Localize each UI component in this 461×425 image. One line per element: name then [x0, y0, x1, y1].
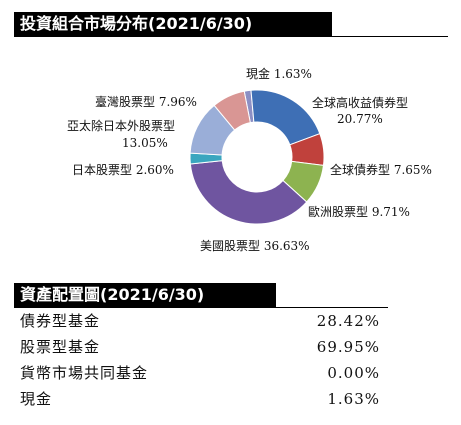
allocation-row-cash: 現金 1.63% — [20, 387, 380, 411]
market-distribution-header: 投資組合市場分布(2021/6/30) — [14, 12, 332, 36]
donut-label-0: 現金 1.63% — [246, 66, 312, 81]
donut-slices — [189, 89, 325, 225]
allocation-label: 股票型基金 — [20, 338, 101, 356]
allocation-value: 1.63% — [327, 390, 380, 408]
market-distribution-donut-chart: 現金 1.63%全球高收益債券型 20.77% 全球債券型 7.65% 歐洲股票型 9… — [67, 66, 432, 253]
market-distribution-rule — [14, 36, 448, 37]
donut-label-6-line-1: 13.05% — [122, 136, 168, 150]
donut-label-1-line-0: 全球高收益債券型 — [312, 95, 408, 110]
allocation-row-bond-fund: 債券型基金 28.42% — [20, 309, 380, 333]
market-distribution-title: 投資組合市場分布(2021/6/30) — [20, 14, 253, 33]
allocation-label: 債券型基金 — [20, 312, 101, 330]
donut-label-2: 全球債券型 7.65% — [330, 162, 432, 177]
donut-label-3: 歐洲股票型 9.71% — [308, 204, 410, 219]
allocation-value: 0.00% — [327, 364, 380, 382]
donut-slice-1 — [250, 89, 321, 146]
allocation-row-equity-fund: 股票型基金 69.95% — [20, 335, 380, 359]
donut-slice-7 — [213, 90, 251, 131]
donut-label-6-line-0: 亞太除日本外股票型 — [67, 118, 175, 133]
donut-slice-4 — [189, 160, 308, 225]
allocation-value: 28.42% — [316, 312, 380, 330]
donut-label-7: 臺灣股票型 7.96% — [95, 94, 197, 109]
allocation-label: 貨幣市場共同基金 — [20, 364, 149, 382]
allocation-label: 現金 — [20, 390, 53, 408]
asset-allocation-header: 資產配置圖(2021/6/30) — [14, 283, 276, 307]
asset-allocation-title: 資產配置圖(2021/6/30) — [20, 285, 205, 304]
asset-allocation-rule — [14, 307, 388, 308]
donut-label-4: 美國股票型 36.63% — [200, 239, 310, 253]
donut-label-1-line-1: 20.77% — [337, 112, 383, 126]
donut-labels: 現金 1.63%全球高收益債券型 20.77% 全球債券型 7.65% 歐洲股票型 9… — [67, 66, 432, 253]
allocation-value: 69.95% — [316, 338, 380, 356]
allocation-row-money-market-fund: 貨幣市場共同基金 0.00% — [20, 361, 380, 385]
donut-label-5: 日本股票型 2.60% — [72, 163, 174, 177]
